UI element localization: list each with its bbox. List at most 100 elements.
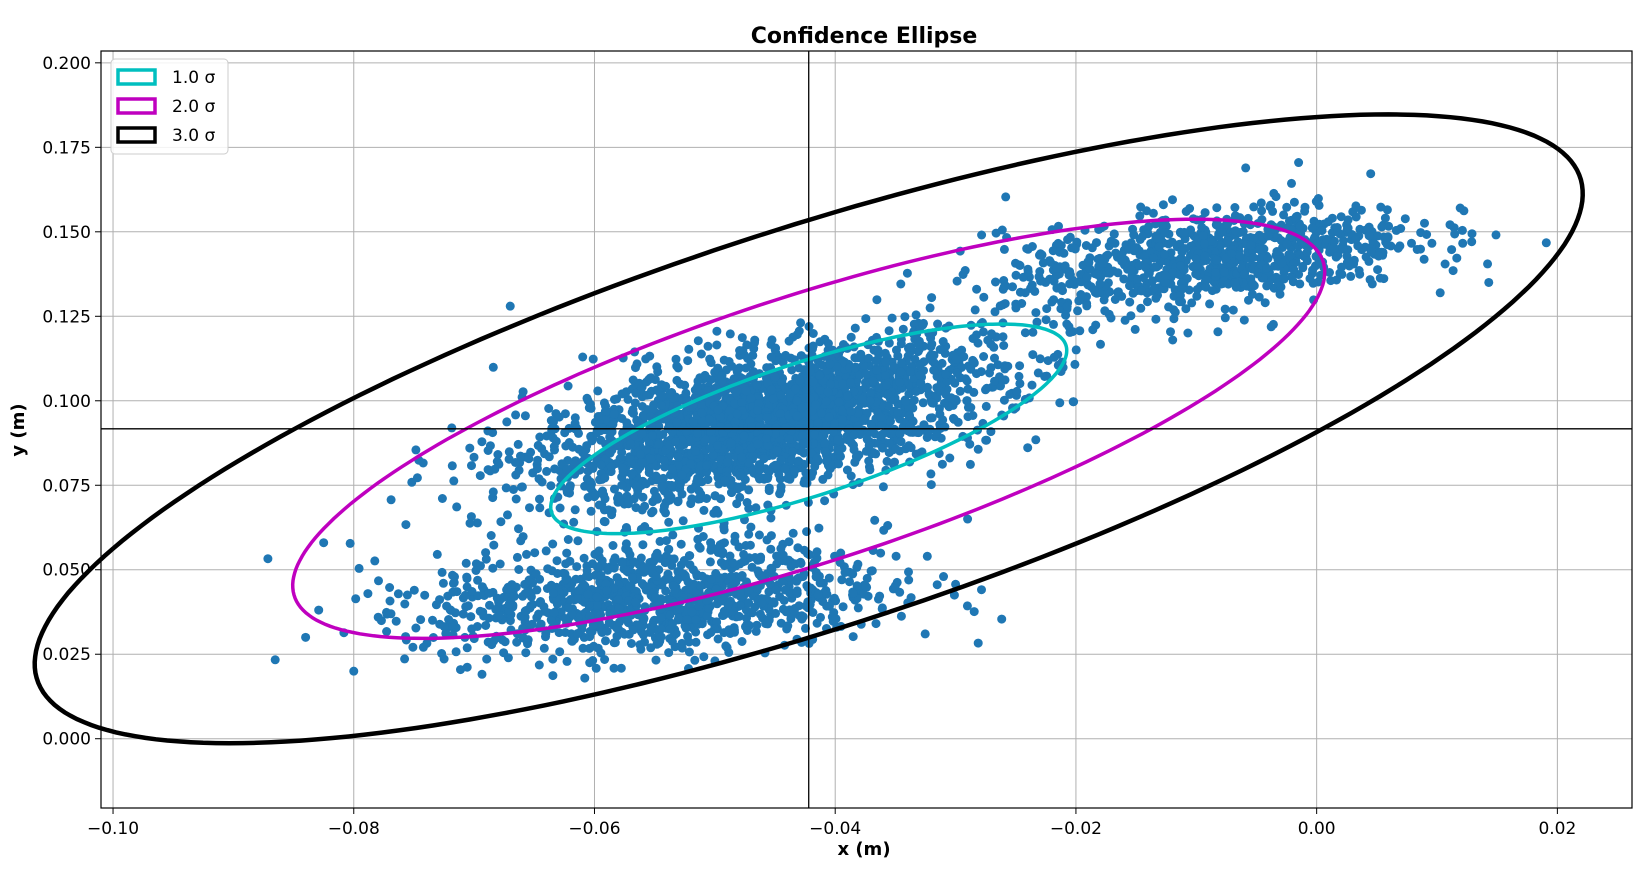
data-point <box>345 538 355 548</box>
data-point <box>713 634 723 644</box>
data-point <box>548 654 558 664</box>
data-point <box>788 447 798 456</box>
data-point <box>544 404 554 413</box>
data-point <box>1183 328 1193 338</box>
data-point <box>411 445 421 455</box>
data-point <box>999 244 1009 254</box>
data-point <box>755 609 765 619</box>
data-point <box>472 518 482 528</box>
data-point <box>780 585 790 595</box>
data-point <box>1149 253 1159 263</box>
data-point <box>1092 238 1101 248</box>
data-point <box>767 564 777 574</box>
data-point <box>1161 271 1171 281</box>
data-point <box>466 612 476 622</box>
data-point <box>1263 253 1273 263</box>
data-point <box>1300 206 1310 216</box>
data-point <box>661 536 671 546</box>
data-point <box>719 355 729 365</box>
data-point <box>682 426 691 436</box>
data-point <box>766 352 776 362</box>
data-point <box>965 459 975 469</box>
data-point <box>810 430 819 440</box>
data-point <box>748 350 758 360</box>
data-point <box>580 673 590 683</box>
data-point <box>1305 274 1315 284</box>
data-point <box>904 567 913 577</box>
data-point <box>1239 315 1249 325</box>
data-point <box>437 494 447 503</box>
data-point <box>705 557 715 567</box>
data-point <box>1323 217 1333 227</box>
data-point <box>945 453 955 463</box>
data-point <box>1254 244 1264 254</box>
data-point <box>731 387 741 397</box>
data-point <box>462 662 472 672</box>
data-point <box>1217 227 1227 237</box>
data-point <box>946 393 956 403</box>
data-point <box>1241 163 1251 173</box>
data-point <box>926 480 936 490</box>
data-point <box>690 655 700 665</box>
data-point <box>895 378 905 388</box>
data-point <box>1191 269 1201 279</box>
data-point <box>918 320 928 330</box>
data-point <box>1223 236 1233 246</box>
data-point <box>764 486 774 496</box>
data-point <box>1049 352 1059 362</box>
data-point <box>412 473 422 483</box>
legend: 1.0 σ 2.0 σ 3.0 σ <box>110 58 229 155</box>
data-point <box>814 523 824 533</box>
data-point <box>594 546 604 556</box>
data-point <box>1230 278 1240 288</box>
data-point <box>746 522 756 532</box>
data-point <box>477 669 487 679</box>
data-point <box>903 426 913 436</box>
data-point <box>563 603 573 613</box>
data-point <box>861 581 871 591</box>
data-point <box>1483 259 1493 269</box>
data-point <box>808 377 818 387</box>
data-point <box>582 441 592 451</box>
data-point <box>537 477 547 487</box>
data-point <box>620 629 629 639</box>
data-point <box>435 595 445 605</box>
data-point <box>929 350 939 360</box>
data-point <box>977 230 987 240</box>
data-point <box>834 459 844 469</box>
data-point <box>593 412 603 421</box>
data-point <box>1042 304 1052 314</box>
data-point <box>1393 243 1403 253</box>
data-point <box>592 592 602 602</box>
data-point <box>1447 245 1457 255</box>
data-point <box>494 611 504 621</box>
data-point <box>1098 258 1108 268</box>
data-point <box>772 446 782 456</box>
data-point <box>596 571 606 580</box>
data-point <box>1028 350 1038 360</box>
data-point <box>906 367 915 377</box>
data-point <box>1211 268 1220 278</box>
data-point <box>351 594 361 604</box>
data-point <box>791 384 801 394</box>
data-point <box>626 458 636 468</box>
data-point <box>767 385 777 395</box>
data-point <box>948 413 958 423</box>
data-point <box>700 370 710 380</box>
data-point <box>489 540 499 550</box>
data-point <box>802 478 812 488</box>
data-point <box>516 451 525 461</box>
y-tick-label: 0.050 <box>42 561 91 581</box>
data-point <box>850 457 860 467</box>
data-point <box>677 470 687 480</box>
data-point <box>696 349 706 359</box>
data-point <box>1003 361 1013 371</box>
data-point <box>846 378 855 387</box>
data-point <box>546 481 556 491</box>
data-point <box>1192 285 1202 294</box>
data-point <box>606 462 616 471</box>
data-point <box>1207 286 1217 296</box>
data-point <box>665 610 675 620</box>
data-point <box>1126 265 1136 275</box>
data-point <box>382 607 391 617</box>
